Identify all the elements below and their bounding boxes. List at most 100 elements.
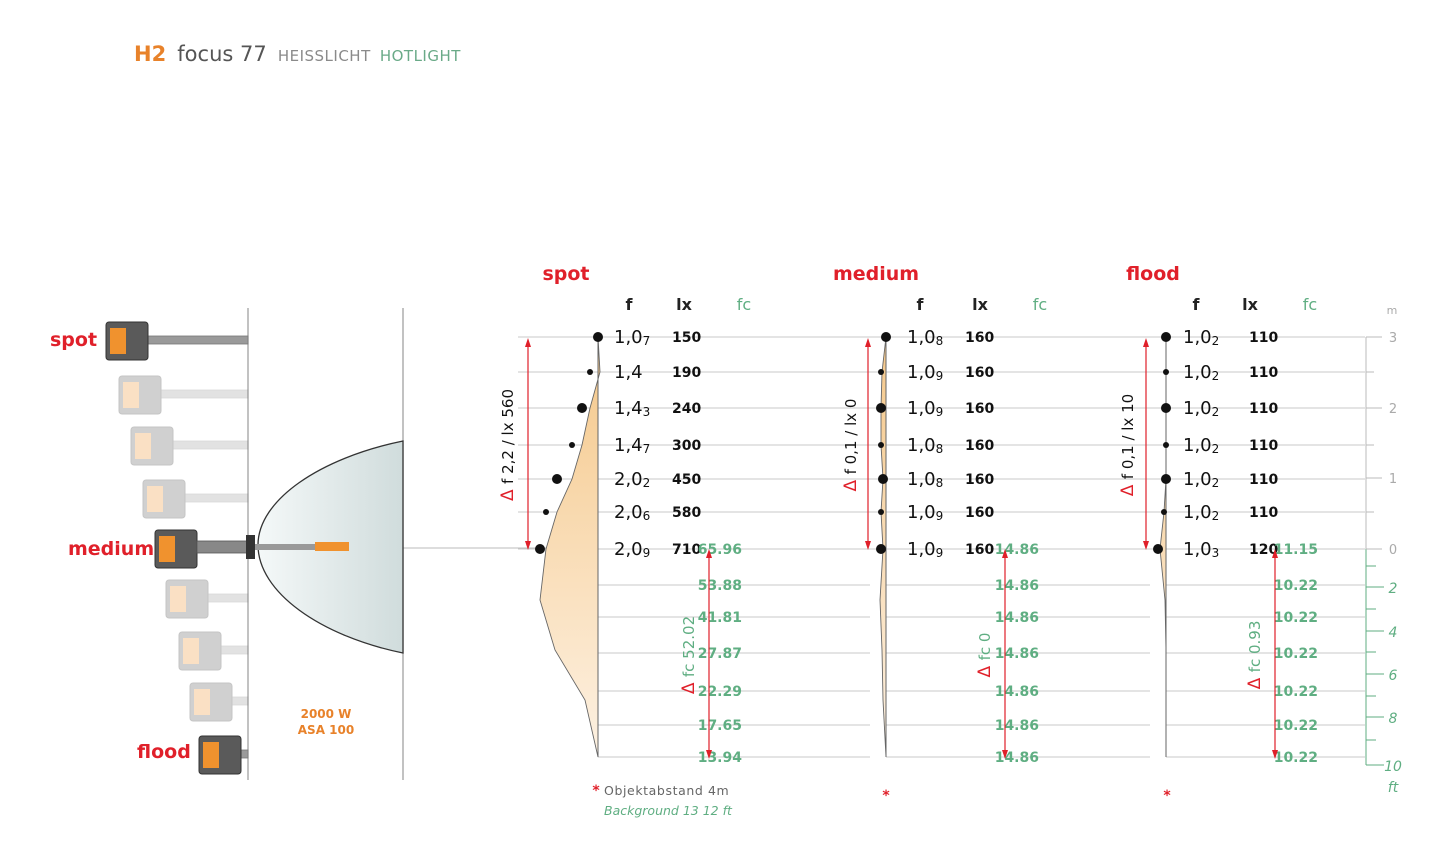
footcandle-value: 22.29 <box>698 684 742 700</box>
data-point <box>1163 442 1169 448</box>
header-fc: fc <box>1033 295 1047 314</box>
scale-label-m: 3 <box>1389 331 1397 346</box>
arrow-up-icon <box>1272 549 1278 558</box>
lux-value: 120 <box>1249 542 1278 558</box>
header-f: f <box>917 295 925 314</box>
footnote-star-flood: * <box>1163 788 1171 804</box>
intensity-profile <box>539 336 601 758</box>
f-stop-value: 1,02 <box>1183 469 1219 490</box>
data-point <box>593 332 603 342</box>
f-stop-value: 1,09 <box>907 362 943 383</box>
data-point <box>569 442 575 448</box>
footcandle-value: 10.22 <box>1274 578 1318 594</box>
f-stop-value: 1,02 <box>1183 327 1219 348</box>
f-stop-value: 1,43 <box>614 398 650 419</box>
footcandle-value: 14.86 <box>995 610 1039 626</box>
lamp-head-spot-icon <box>105 321 249 361</box>
lux-value: 710 <box>672 542 701 558</box>
data-point <box>876 403 886 413</box>
footcandle-value: 65.96 <box>698 542 742 558</box>
fc-range-label: Δ fc 0.93 <box>1245 621 1265 690</box>
f-stop-value: 1,4 <box>614 362 643 383</box>
footcandle-value: 10.22 <box>1274 718 1318 734</box>
f-stop-value: 1,08 <box>907 469 943 490</box>
lux-value: 580 <box>672 505 701 521</box>
lux-value: 160 <box>965 542 994 558</box>
f-stop-value: 1,02 <box>1183 362 1219 383</box>
data-point <box>552 474 562 484</box>
scale-label-ft: 10 <box>1384 759 1402 775</box>
data-point <box>878 474 888 484</box>
header-fc: fc <box>737 295 751 314</box>
lux-value: 450 <box>672 472 701 488</box>
data-point <box>878 369 884 375</box>
data-point <box>577 403 587 413</box>
photometric-tables: spot f lx fc 1,07 150 1,4 190 1,43 240 1,47 300 2,02… <box>498 263 1365 766</box>
scale-unit-ft: ft <box>1388 780 1399 796</box>
arrow-up-icon <box>1002 549 1008 558</box>
footnote-distance: Objektabstand 4m <box>604 783 729 798</box>
scale-label-ft: 4 <box>1389 625 1398 641</box>
arrow-down-icon <box>1002 750 1008 759</box>
lamp-illustration: spot medium flood 2000 W ASA 100 <box>50 308 597 780</box>
lamp-head-icon <box>118 375 249 415</box>
table-title: medium <box>833 263 919 285</box>
arrow-up-icon <box>865 338 871 347</box>
scale-unit-m: m <box>1387 304 1398 317</box>
f-range-label: Δ f 0,1 / lx 10 <box>1118 394 1138 496</box>
lamp-head-icon <box>178 631 249 671</box>
term-german: HEISSLICHT <box>277 47 371 65</box>
footcandle-value: 17.65 <box>698 718 742 734</box>
scale-label-m: 1 <box>1389 472 1397 487</box>
arrow-down-icon <box>706 750 712 759</box>
scale-label-m: 2 <box>1389 402 1397 417</box>
footnote-star-medium: * <box>882 788 890 804</box>
arrow-down-icon <box>865 541 871 550</box>
table-spot: spot f lx fc 1,07 150 1,4 190 1,43 240 1,47 300 2,02… <box>498 263 870 766</box>
data-point <box>1153 544 1163 554</box>
lux-value: 110 <box>1249 401 1278 417</box>
term-english: HOTLIGHT <box>379 47 461 65</box>
lux-value: 160 <box>965 438 994 454</box>
f-stop-value: 1,07 <box>614 327 650 348</box>
footcandle-value: 41.81 <box>698 610 742 626</box>
lux-value: 160 <box>965 330 994 346</box>
data-point <box>587 369 593 375</box>
footnote: * Objektabstand 4m Background 13 12 ft *… <box>592 783 1171 818</box>
lamp-label-spot: spot <box>50 329 97 351</box>
lamp-bulb-icon <box>315 542 349 551</box>
f-stop-value: 1,08 <box>907 435 943 456</box>
lamp-head-icon <box>142 479 249 519</box>
footcandle-value: 10.22 <box>1274 610 1318 626</box>
data-point <box>881 332 891 342</box>
footcandle-value: 10.22 <box>1274 750 1318 766</box>
lamp-head-flood-icon <box>198 735 249 775</box>
lamp-tube-icon <box>196 540 250 554</box>
lux-value: 160 <box>965 365 994 381</box>
lux-value: 110 <box>1249 330 1278 346</box>
scale-label-ft: 2 <box>1389 581 1398 597</box>
data-point <box>876 544 886 554</box>
data-point <box>1163 369 1169 375</box>
f-stop-value: 1,02 <box>1183 398 1219 419</box>
footcandle-value: 10.22 <box>1274 646 1318 662</box>
lamp-head-icon <box>130 426 249 466</box>
arrow-up-icon <box>525 338 531 347</box>
lamp-label-flood: flood <box>137 741 191 763</box>
header-f: f <box>1193 295 1201 314</box>
lamp-positions <box>105 321 349 775</box>
lamp-clamp-icon <box>246 535 255 559</box>
f-stop-value: 1,08 <box>907 327 943 348</box>
data-point <box>1161 509 1167 515</box>
header-lx: lx <box>972 295 988 314</box>
table-title: spot <box>542 263 589 285</box>
product-name: focus 77 <box>177 42 267 66</box>
lux-value: 110 <box>1249 472 1278 488</box>
data-point <box>535 544 545 554</box>
f-stop-value: 2,06 <box>614 502 650 523</box>
table-title: flood <box>1126 263 1180 285</box>
